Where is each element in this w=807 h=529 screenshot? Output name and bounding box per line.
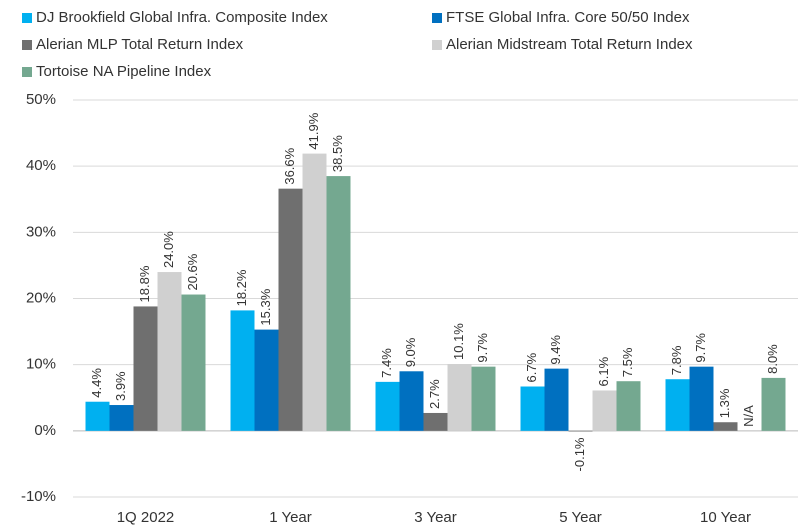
bar (568, 430, 593, 432)
x-tick-label: 10 Year (700, 509, 751, 526)
y-tick-label: 20% (26, 289, 56, 306)
bar (520, 386, 545, 431)
data-label: 41.9% (306, 112, 321, 149)
bar (157, 272, 182, 431)
bar (713, 422, 738, 431)
data-label: 9.7% (693, 333, 708, 363)
y-tick-label: -10% (21, 488, 56, 505)
x-tick-label: 5 Year (559, 509, 602, 526)
bar (375, 381, 400, 431)
bar (544, 368, 569, 431)
bar (665, 379, 690, 431)
data-label: 7.5% (620, 347, 635, 377)
bar (447, 364, 472, 431)
legend-label: Tortoise NA Pipeline Index (36, 63, 212, 80)
data-label: 18.2% (234, 269, 249, 306)
data-label: 7.8% (669, 345, 684, 375)
data-label: 6.7% (524, 352, 539, 382)
data-label: 38.5% (330, 135, 345, 172)
legend-label: DJ Brookfield Global Infra. Composite In… (36, 9, 328, 26)
y-tick-label: 10% (26, 356, 56, 373)
bar (302, 153, 327, 431)
data-label: 6.1% (596, 356, 611, 386)
x-tick-label: 1 Year (269, 509, 312, 526)
legend-label: Alerian Midstream Total Return Index (446, 36, 693, 53)
x-tick-label: 1Q 2022 (117, 509, 175, 526)
data-label: 3.9% (113, 371, 128, 401)
legend-marker (22, 40, 32, 50)
data-label: 36.6% (282, 147, 297, 184)
data-label: 20.6% (185, 253, 200, 290)
data-label: 2.7% (427, 379, 442, 409)
data-label: 8.0% (765, 344, 780, 374)
legend-marker (22, 67, 32, 77)
legend-marker (432, 40, 442, 50)
data-label: N/A (741, 405, 756, 427)
legend-label: FTSE Global Infra. Core 50/50 Index (446, 9, 690, 26)
bar (423, 412, 448, 431)
data-label: 24.0% (161, 231, 176, 268)
bar (181, 294, 206, 431)
y-tick-label: 50% (26, 91, 56, 108)
bar (592, 390, 617, 431)
legend-marker (432, 13, 442, 23)
data-label: 9.7% (475, 333, 490, 363)
data-label: 18.8% (137, 265, 152, 302)
y-tick-label: 40% (26, 157, 56, 174)
data-label: 7.4% (379, 348, 394, 378)
bar (326, 176, 351, 431)
data-label: 4.4% (89, 368, 104, 398)
data-label: 15.3% (258, 288, 273, 325)
bar (689, 366, 714, 431)
data-label: 9.0% (403, 337, 418, 367)
x-tick-label: 3 Year (414, 509, 457, 526)
bar (399, 371, 424, 431)
data-label: -0.1% (572, 437, 587, 471)
data-label: 1.3% (717, 388, 732, 418)
data-label: 10.1% (451, 323, 466, 360)
y-tick-label: 30% (26, 223, 56, 240)
bar (133, 306, 158, 431)
bar (471, 366, 496, 431)
legend-label: Alerian MLP Total Return Index (36, 36, 244, 53)
bar (109, 405, 134, 431)
bar (230, 310, 255, 431)
bar (254, 329, 279, 431)
bar (616, 381, 641, 431)
y-tick-label: 0% (34, 422, 56, 439)
legend-marker (22, 13, 32, 23)
data-label: 9.4% (548, 335, 563, 365)
bar (278, 188, 303, 431)
bar (761, 377, 786, 431)
bar (85, 401, 110, 431)
